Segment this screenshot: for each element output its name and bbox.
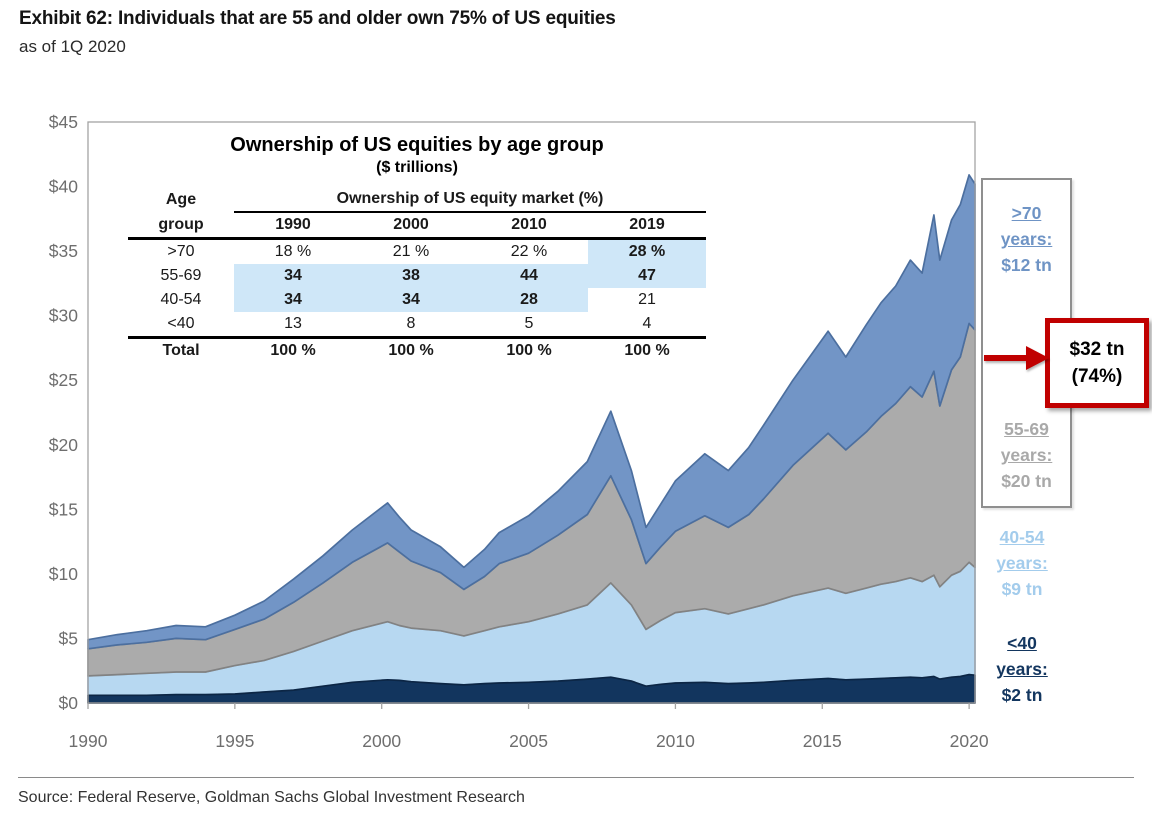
row-label: >70 [167, 243, 195, 260]
label-under40-line1: <40 [1007, 633, 1037, 653]
stacked-area-chart: $0 $5 $10 $15 $20 $25 $30 $35 $40 $45 1990 1995 2000… [49, 112, 989, 751]
table-cell: 28 [470, 288, 588, 312]
callout-percent: (74%) [1071, 366, 1123, 387]
y-axis-tick-label: $25 [49, 370, 78, 390]
year-column-header: 2000 [352, 212, 470, 240]
row-label: <40 [167, 315, 195, 332]
y-axis-tick-label: $35 [49, 241, 78, 261]
age-55plus-bracket-box: >70 years: $12 tn 55-69 years: $20 tn [981, 178, 1072, 508]
callout-value: $32 tn [1069, 339, 1125, 360]
label-under40-value: $2 tn [1001, 685, 1043, 705]
label-over70-line2: years: [1000, 229, 1053, 249]
exhibit-subtitle: as of 1Q 2020 [19, 37, 126, 56]
y-axis-tick-label: $0 [59, 693, 79, 713]
y-axis-tick-label: $40 [49, 177, 78, 197]
table-cell: 34 [352, 288, 470, 312]
inset-chart-units: ($ trillions) [376, 159, 458, 176]
callout-55plus-total-box: $32 tn (74%) [1045, 318, 1149, 408]
y-axis-tick-label: $5 [59, 628, 78, 648]
x-axis-tick-label: 2020 [950, 731, 989, 751]
label-under40-line2: years: [996, 659, 1048, 679]
plot-frame [87, 121, 976, 704]
year-column-header: 2019 [588, 212, 706, 240]
label-over70-years: >70 years: $12 tn [1001, 200, 1053, 278]
table-cell: 100 % [234, 336, 352, 363]
source-attribution: Source: Federal Reserve, Goldman Sachs G… [18, 789, 525, 806]
row-label: 55-69 [160, 267, 202, 284]
table-cell: 47 [588, 264, 706, 288]
label-40-54-line2: years: [996, 553, 1048, 573]
footer-divider [18, 777, 1134, 778]
table-row: Total 100 % 100 % 100 % 100 % [128, 336, 706, 363]
table-cell: 8 [406, 315, 416, 332]
table-cell: 38 [352, 264, 470, 288]
table-cell: 100 % [588, 336, 706, 363]
label-55-69-line2: years: [1000, 445, 1053, 465]
label-under40-years: <40 years: $2 tn [970, 630, 1074, 708]
table-row: 55-69 34 38 44 47 [128, 264, 706, 288]
y-axis-tick-label: $45 [49, 112, 78, 132]
label-40-54-years: 40-54 years: $9 tn [970, 524, 1074, 602]
x-axis-tick-label: 2000 [362, 731, 401, 751]
label-55-69-line1: 55-69 [1004, 419, 1049, 439]
table-cell: 28 % [588, 238, 706, 264]
table-cell: 21 [638, 291, 656, 308]
table-cell: 4 [642, 315, 652, 332]
table-cell: 18 % [274, 243, 312, 260]
x-axis-tick-label: 1990 [69, 731, 108, 751]
year-column-header: 2010 [470, 212, 588, 240]
table-row: 40-54 34 34 28 21 [128, 288, 706, 312]
y-axis-tick-label: $10 [49, 564, 78, 584]
table-cell: 5 [524, 315, 534, 332]
x-axis-tick-label: 2005 [509, 731, 548, 751]
y-axis-tick-label: $20 [49, 435, 78, 455]
label-40-54-value: $9 tn [1001, 579, 1043, 599]
inset-table-panel: Ownership of US equities by age group ($… [128, 134, 706, 363]
row-label: 40-54 [160, 291, 202, 308]
exhibit-title: Exhibit 62: Individuals that are 55 and … [19, 8, 616, 29]
table-cell: 34 [234, 288, 352, 312]
callout-arrow-icon [984, 346, 1049, 370]
inset-chart-title: Ownership of US equities by age group [230, 134, 604, 156]
row-label: Total [128, 336, 234, 363]
x-axis-tick-label: 2015 [803, 731, 842, 751]
col-header-age: Age [165, 190, 197, 208]
x-axis-tick-label: 1995 [215, 731, 254, 751]
table-cell: 21 % [392, 243, 430, 260]
label-55-69-value: $20 tn [1001, 471, 1052, 491]
label-over70-value: $12 tn [1001, 255, 1052, 275]
y-axis-tick-label: $30 [49, 306, 78, 326]
table-cell: 44 [470, 264, 588, 288]
table-cell: 100 % [470, 336, 588, 363]
y-axis-tick-label: $15 [49, 499, 78, 519]
label-over70-line1: >70 [1011, 203, 1042, 223]
table-cell: 100 % [352, 336, 470, 363]
table-cell: 22 % [510, 243, 548, 260]
col-group-header: Ownership of US equity market (%) [234, 187, 706, 213]
year-column-header: 1990 [234, 212, 352, 240]
table-cell: 34 [234, 264, 352, 288]
table-row: >70 18 % 21 % 22 % 28 % [128, 238, 706, 264]
table-cell: 13 [284, 315, 302, 332]
table-row: <40 13 8 5 4 [128, 312, 706, 338]
x-axis-tick-label: 2010 [656, 731, 695, 751]
label-55-69-years: 55-69 years: $20 tn [1001, 416, 1053, 494]
ownership-table: Age Ownership of US equity market (%) grou… [128, 187, 706, 363]
col-header-group: group [128, 212, 234, 240]
label-40-54-line1: 40-54 [999, 527, 1045, 547]
